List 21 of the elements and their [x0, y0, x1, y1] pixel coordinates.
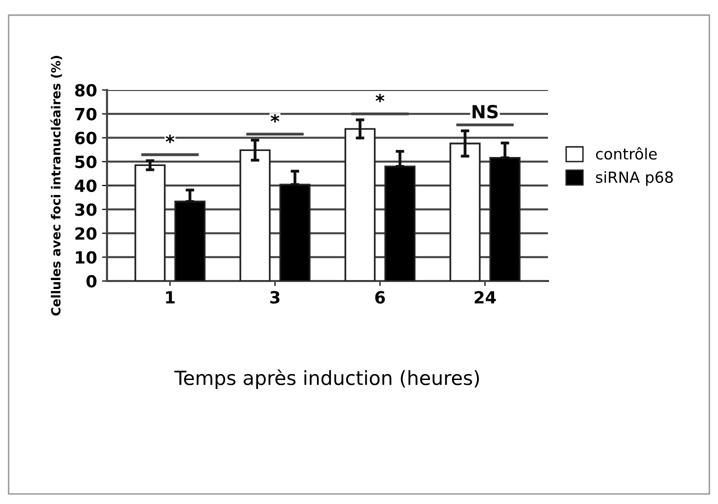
x-tick-label: 1 — [166, 291, 175, 304]
y-tick-label: 0 — [86, 274, 96, 288]
annotation: * — [376, 94, 384, 102]
y-tick-label: 50 — [75, 156, 96, 168]
y-tick-label: 70 — [75, 108, 96, 120]
y-axis-title: Cellules avec foci intranucléaires (%) — [50, 56, 62, 316]
legend-label: contrôle — [596, 147, 657, 160]
y-tick-label: 10 — [76, 251, 96, 264]
legend-label: siRNA p68 — [596, 171, 673, 186]
x-tick-label: 24 — [474, 291, 496, 304]
x-tick-label: 6 — [375, 291, 385, 304]
annotation: NS — [472, 104, 498, 118]
x-axis-title: Temps après induction (heures) — [174, 369, 479, 389]
y-tick-label: 30 — [75, 203, 96, 216]
annotation: * — [270, 114, 280, 123]
y-tick-label: 80 — [75, 84, 96, 97]
y-tick-label: 40 — [74, 179, 96, 192]
y-tick-label: 20 — [75, 227, 96, 240]
annotation: * — [166, 134, 174, 144]
y-tick-label: 60 — [75, 132, 96, 144]
x-tick-label: 3 — [270, 291, 280, 304]
